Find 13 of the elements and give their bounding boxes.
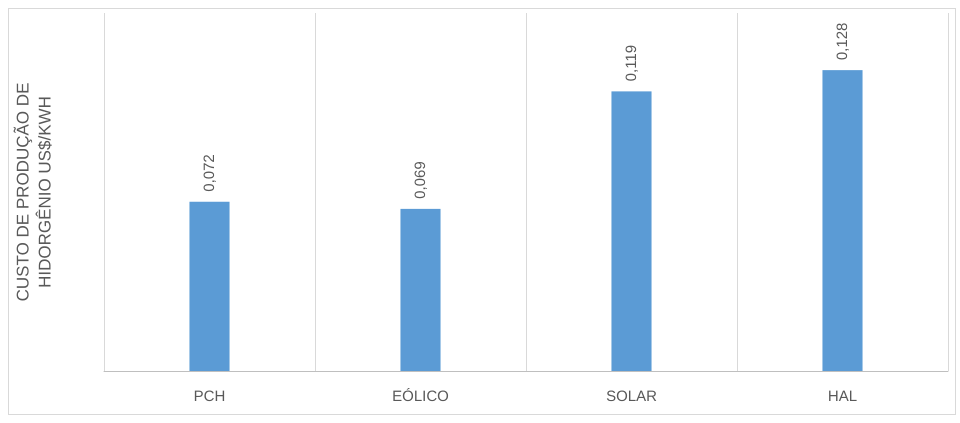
data-label: 0,069 [412, 161, 429, 199]
data-label: 0,119 [623, 44, 640, 82]
bar [400, 208, 441, 371]
y-axis-title: CUSTO DE PRODUÇÃO DE HIDORGÊNIO US$/KWH [14, 82, 54, 302]
x-tick-label: PCH [194, 388, 226, 405]
x-tick-label: HAL [828, 388, 858, 405]
x-tick-label: EÓLICO [392, 387, 449, 405]
bar [822, 70, 863, 371]
data-label: 0,128 [834, 22, 851, 60]
bar [189, 202, 230, 371]
data-label: 0,072 [201, 154, 218, 192]
x-tick-label: SOLAR [606, 388, 658, 405]
bar [611, 91, 652, 371]
